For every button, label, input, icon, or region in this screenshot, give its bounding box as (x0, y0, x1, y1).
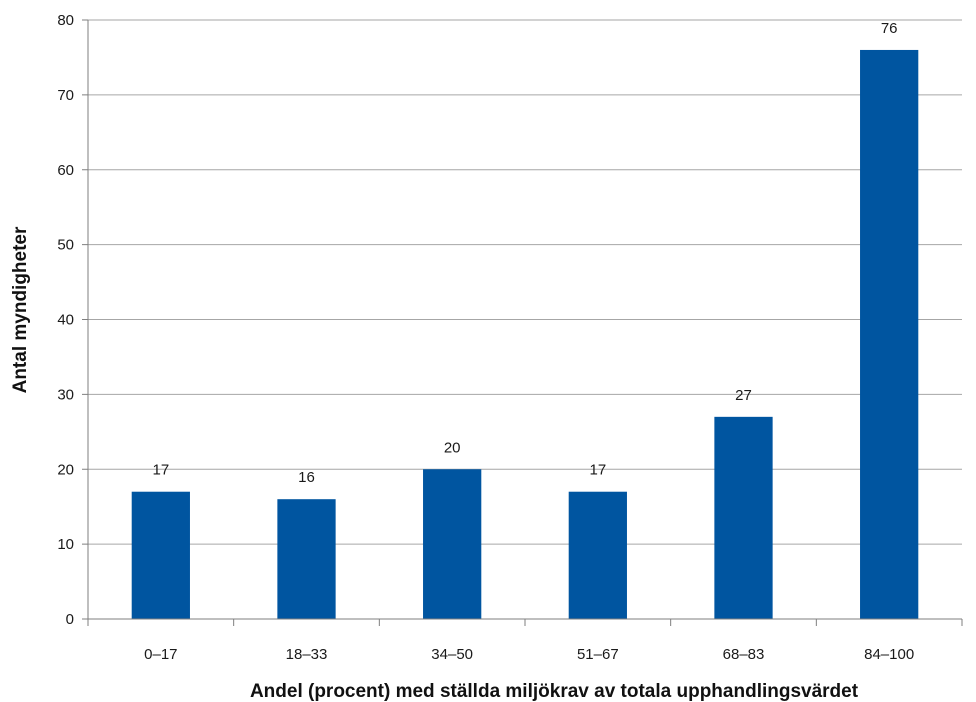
bars (131, 49, 919, 619)
bar (860, 49, 919, 619)
bar (714, 416, 773, 619)
x-tick-label: 0–17 (144, 646, 177, 663)
y-axis-ticks: 0 10 20 30 40 50 60 70 80 (57, 12, 88, 628)
y-tick-label: 0 (66, 611, 74, 628)
x-tick-label: 34–50 (431, 646, 473, 663)
data-label: 16 (298, 469, 315, 486)
x-tick-label: 51–67 (577, 646, 619, 663)
x-tick-label: 18–33 (286, 646, 328, 663)
data-label: 20 (444, 439, 461, 456)
y-tick-label: 40 (57, 312, 74, 329)
data-label: 27 (735, 387, 752, 404)
x-tick-label: 68–83 (723, 646, 765, 663)
y-tick-label: 10 (57, 536, 74, 553)
bar (277, 499, 336, 619)
x-axis-ticks: 0–17 18–33 34–50 51–67 68–83 84–100 (87, 619, 963, 663)
data-labels: 17 16 20 17 27 76 (152, 20, 897, 486)
y-tick-label: 80 (57, 12, 74, 29)
bar (568, 491, 627, 619)
data-label: 17 (589, 462, 606, 479)
y-tick-label: 60 (57, 162, 74, 179)
y-tick-label: 20 (57, 461, 74, 478)
y-tick-label: 70 (57, 87, 74, 104)
y-tick-label: 50 (57, 237, 74, 254)
gridlines (88, 19, 962, 545)
x-axis-label: Andel (procent) med ställda miljökrav av… (250, 681, 859, 702)
y-tick-label: 30 (57, 386, 74, 403)
data-label: 76 (881, 20, 898, 37)
bar (423, 469, 482, 619)
y-axis-label: Antal myndigheter (10, 226, 31, 393)
bar (131, 491, 190, 619)
data-label: 17 (152, 462, 169, 479)
x-tick-label: 84–100 (864, 646, 914, 663)
